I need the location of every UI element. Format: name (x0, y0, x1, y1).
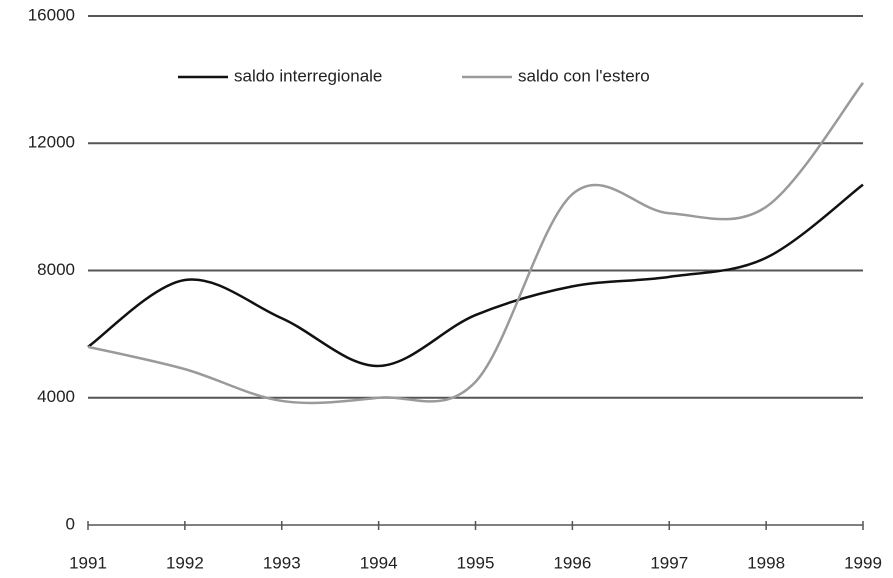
x-tick-label: 1993 (263, 553, 301, 572)
x-tick-label: 1996 (553, 553, 591, 572)
y-tick-label: 4000 (37, 387, 75, 406)
legend-label: saldo interregionale (234, 66, 382, 85)
x-tick-label: 1994 (360, 553, 398, 572)
x-tick-label: 1997 (650, 553, 688, 572)
y-tick-label: 8000 (37, 260, 75, 279)
y-tick-label: 0 (66, 514, 75, 533)
y-tick-label: 16000 (28, 5, 75, 24)
legend-label: saldo con l'estero (518, 66, 650, 85)
line-series (87, 183, 864, 368)
x-tick-label: 1992 (166, 553, 204, 572)
x-tick-label: 1999 (844, 553, 882, 572)
line-series (87, 82, 864, 405)
x-tick-label: 1995 (457, 553, 495, 572)
x-tick-label: 1998 (747, 553, 785, 572)
y-tick-label: 12000 (28, 133, 75, 152)
x-tick-label: 1991 (69, 553, 107, 572)
